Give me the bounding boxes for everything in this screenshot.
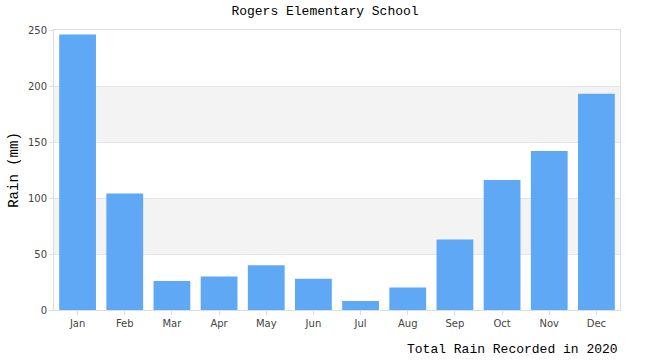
svg-text:50: 50 [34,249,47,260]
svg-text:May: May [256,318,277,329]
svg-text:Total Rain Recorded in 2020: Total Rain Recorded in 2020 [407,342,618,357]
svg-text:Jul: Jul [354,318,367,329]
svg-text:Feb: Feb [116,318,134,329]
svg-text:Rogers Elementary School: Rogers Elementary School [231,4,418,19]
svg-text:Dec: Dec [587,318,606,329]
svg-text:Apr: Apr [210,318,228,329]
svg-text:Aug: Aug [398,318,418,329]
svg-text:Jan: Jan [69,318,85,329]
svg-text:200: 200 [28,81,47,92]
svg-text:Sep: Sep [445,318,464,329]
svg-text:100: 100 [28,193,47,204]
svg-text:Mar: Mar [162,318,182,329]
svg-text:Rain (mm): Rain (mm) [6,132,22,208]
svg-text:Oct: Oct [493,318,510,329]
svg-text:Jun: Jun [305,318,322,329]
svg-text:0: 0 [41,305,47,316]
svg-text:Nov: Nov [539,318,559,329]
svg-text:150: 150 [28,137,47,148]
svg-text:250: 250 [28,25,47,36]
